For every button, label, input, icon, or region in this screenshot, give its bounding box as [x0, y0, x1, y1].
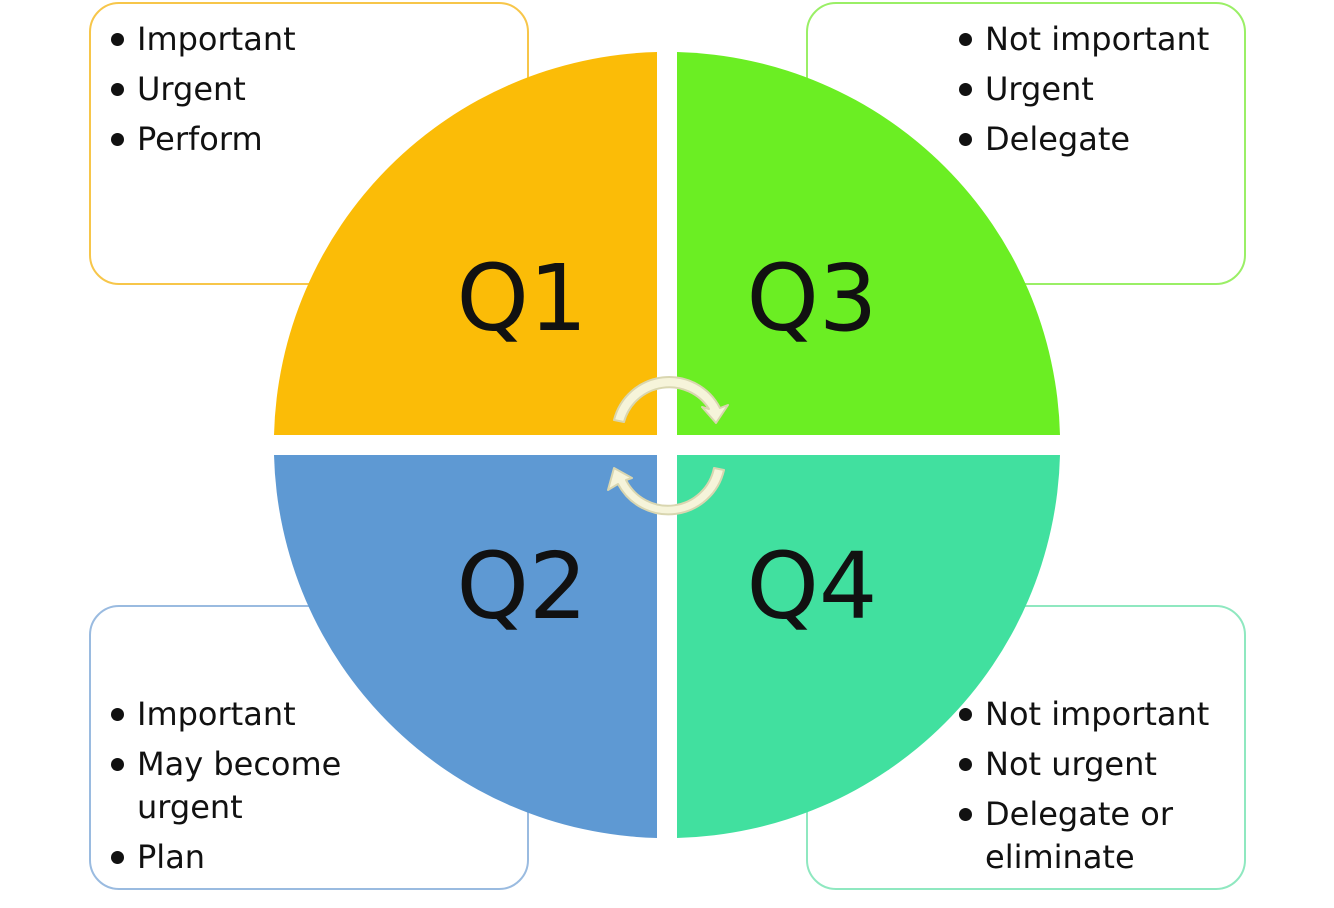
- q4-bullet-delegate-or-eliminate: Delegate or eliminate: [957, 793, 1237, 879]
- q1-bullet-urgent: Urgent: [109, 68, 309, 111]
- q1-wedge: [274, 52, 657, 435]
- q4-bullet-not-important: Not important: [957, 693, 1237, 736]
- q3-label: Q3: [747, 245, 878, 352]
- circular-arrows-icon: [607, 375, 729, 516]
- q3-bullet-urgent: Urgent: [957, 68, 1237, 111]
- q2-wedge: [274, 455, 657, 838]
- q2-label: Q2: [457, 533, 588, 640]
- bottom-arc-arrow: [607, 467, 725, 516]
- q4-label: Q4: [747, 533, 878, 640]
- q2-bullet-list: Important May become urgent Plan: [109, 693, 369, 886]
- q2-bullet-may-become-urgent: May become urgent: [109, 743, 369, 829]
- q3-bullet-not-important: Not important: [957, 18, 1237, 61]
- q3-bullet-list: Not important Urgent Delegate: [957, 18, 1237, 168]
- q3-bullet-delegate: Delegate: [957, 118, 1237, 161]
- top-arc-arrow: [613, 375, 729, 424]
- q4-bullet-not-urgent: Not urgent: [957, 743, 1237, 786]
- q4-wedge: [677, 455, 1060, 838]
- q1-bullet-list: Important Urgent Perform: [109, 18, 309, 168]
- q2-bullet-plan: Plan: [109, 836, 369, 879]
- q3-wedge: [677, 52, 1060, 435]
- q4-bullet-list: Not important Not urgent Delegate or eli…: [957, 693, 1237, 886]
- q1-bullet-perform: Perform: [109, 118, 309, 161]
- q1-label: Q1: [457, 245, 588, 352]
- q1-bullet-important: Important: [109, 18, 309, 61]
- q2-bullet-important: Important: [109, 693, 369, 736]
